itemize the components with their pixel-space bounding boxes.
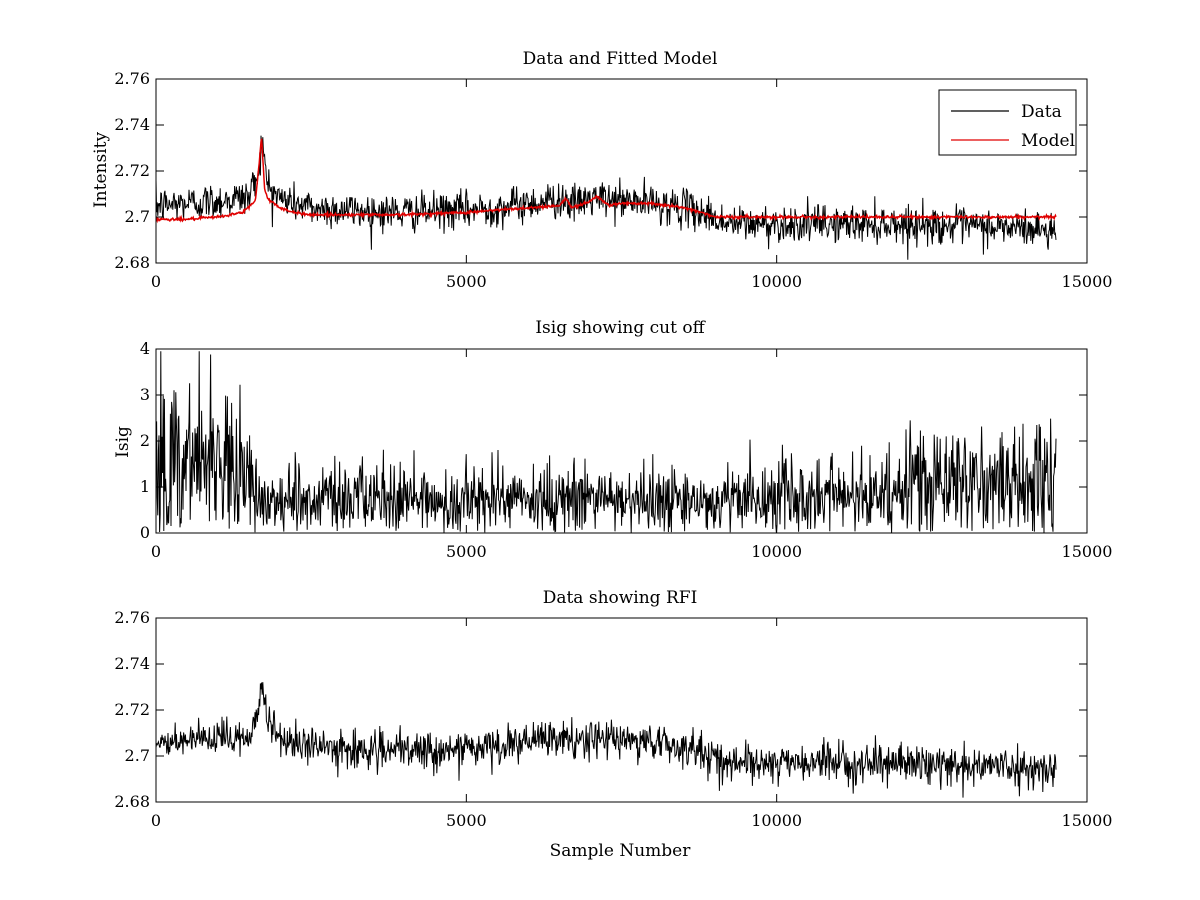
x-tick-label: 5000: [446, 811, 487, 830]
y-tick-label: 2.72: [114, 161, 150, 180]
x-tick-label: 15000: [1062, 811, 1113, 830]
x-tick-label: 10000: [751, 272, 802, 291]
x-tick-label: 15000: [1062, 272, 1113, 291]
x-tick-label: 5000: [446, 542, 487, 561]
y-tick-label: 2: [140, 431, 150, 450]
y-tick-label: 2.68: [114, 792, 150, 811]
x-tick-label: 0: [151, 272, 161, 291]
series-line-data: [155, 682, 1057, 798]
series-line-data: [155, 135, 1057, 260]
legend-label-model: Model: [1021, 131, 1075, 151]
x-tick-label: 0: [151, 811, 161, 830]
y-tick-label: 2.7: [125, 746, 150, 765]
legend-box: [938, 89, 1077, 156]
y-tick-label: 2.74: [114, 115, 150, 134]
x-tick-label: 10000: [751, 811, 802, 830]
y-tick-label: 2.76: [114, 608, 150, 627]
panel-title: Data and Fitted Model: [523, 49, 718, 69]
panel-title: Isig showing cut off: [535, 318, 706, 338]
y-tick-label: 4: [140, 339, 150, 358]
y-axis-label: Intensity: [91, 132, 111, 208]
panel-data-showing-rfi: Data showing RFI Sample Number 0 5000 1000…: [114, 588, 1112, 861]
y-tick-label: 2.7: [125, 207, 150, 226]
series-line-isig: [155, 351, 1057, 534]
y-tick-label: 0: [140, 523, 150, 542]
x-tick-label: 0: [151, 542, 161, 561]
y-tick-label: 2.76: [114, 69, 150, 88]
x-tick-label: 15000: [1062, 542, 1113, 561]
y-tick-label: 2.74: [114, 654, 150, 673]
x-axis-label: Sample Number: [550, 841, 692, 861]
panel-title: Data showing RFI: [543, 588, 698, 608]
y-tick-label: 2.72: [114, 700, 150, 719]
series-line-model: [155, 138, 1057, 224]
y-tick-label: 2.68: [114, 253, 150, 272]
y-axis-label: Isig: [113, 426, 133, 458]
x-tick-label: 10000: [751, 542, 802, 561]
legend-label-data: Data: [1021, 102, 1062, 122]
y-tick-label: 1: [140, 477, 150, 496]
panel-isig-showing-cut-off: Isig showing cut off Isig 0 5000 10000 1500…: [113, 318, 1112, 561]
y-tick-label: 3: [140, 385, 150, 404]
legend: Data Model: [938, 89, 1077, 156]
panel-data-and-fitted-model: Data and Fitted Model Intensity 0 5000 100…: [91, 49, 1112, 291]
x-tick-label: 5000: [446, 272, 487, 291]
